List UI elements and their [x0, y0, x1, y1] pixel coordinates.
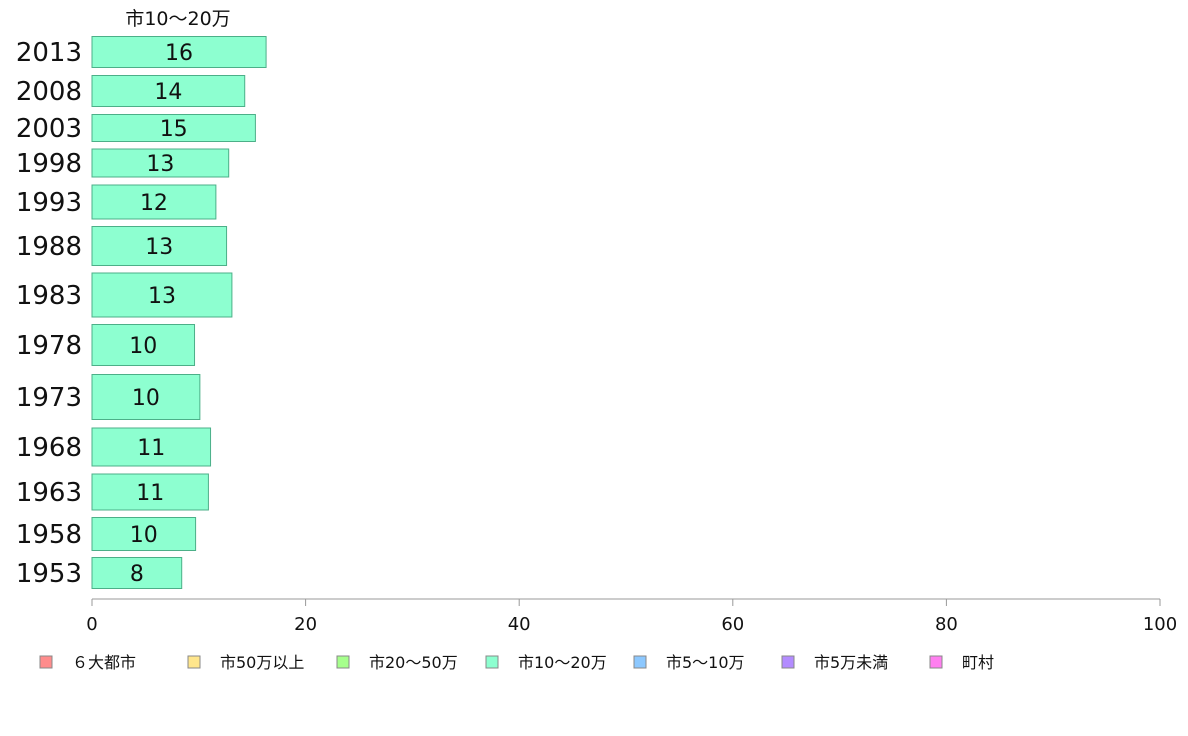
- year-label-1958: 1958: [16, 520, 82, 550]
- year-label-1973: 1973: [16, 383, 82, 413]
- year-label-2008: 2008: [16, 77, 82, 107]
- legend-swatch-1: [187, 655, 201, 669]
- x-tick-label-40: 40: [508, 614, 531, 635]
- legend-label-0: ６大都市: [72, 653, 136, 672]
- x-tick-label-100: 100: [1143, 614, 1177, 635]
- year-label-1978: 1978: [16, 331, 82, 361]
- bar-value-label-1988: 13: [145, 235, 173, 260]
- legend-swatch-2: [336, 655, 350, 669]
- year-label-1983: 1983: [16, 281, 82, 311]
- bar-value-label-2008: 14: [154, 80, 182, 105]
- year-label-1993: 1993: [16, 188, 82, 218]
- bar-1963: [91, 473, 209, 511]
- legend-swatch-5: [781, 655, 795, 669]
- legend-swatch-6: [929, 655, 943, 669]
- legend-swatch-0: [39, 655, 53, 669]
- year-label-1953: 1953: [16, 559, 82, 589]
- bar-2003: [91, 114, 256, 142]
- year-label-1968: 1968: [16, 433, 82, 463]
- bar-1968: [91, 427, 212, 467]
- x-axis: 0 20 40 60 80 100: [86, 598, 1177, 635]
- bar-1993: [91, 184, 217, 220]
- bar-1973: [91, 374, 201, 420]
- legend-swatch-4: [633, 655, 647, 669]
- year-label-1988: 1988: [16, 232, 82, 262]
- bar-value-label-1993: 12: [140, 191, 168, 216]
- bars-group: 2013 16 2008 14 2003 15 1998 13 1993 12 1988 13 1983…: [16, 36, 267, 589]
- legend-label-6: 町村: [962, 653, 994, 672]
- x-tick-label-0: 0: [86, 614, 97, 635]
- year-label-1998: 1998: [16, 149, 82, 179]
- legend: ６大都市 市50万以上 市20～50万 市10～20万 市5～10万 市5万未満 町村: [39, 653, 994, 672]
- bar-value-label-1958: 10: [130, 523, 158, 548]
- year-label-2013: 2013: [16, 38, 82, 68]
- bar-1988: [91, 226, 228, 266]
- bar-value-label-1968: 11: [137, 436, 165, 461]
- bar-value-label-2003: 15: [160, 117, 188, 142]
- bar-1998: [91, 148, 230, 178]
- year-label-2003: 2003: [16, 114, 82, 144]
- bar-value-label-1978: 10: [129, 334, 157, 359]
- legend-label-2: 市20～50万: [369, 653, 458, 672]
- x-tick-label-80: 80: [935, 614, 958, 635]
- bar-1983: [91, 272, 233, 318]
- legend-swatch-3: [485, 655, 499, 669]
- legend-label-5: 市5万未満: [814, 653, 888, 672]
- x-tick-label-20: 20: [294, 614, 317, 635]
- series-title: 市10～20万: [125, 8, 230, 30]
- bar-1958: [91, 517, 197, 551]
- legend-label-3: 市10～20万: [518, 653, 607, 672]
- bar-value-label-1973: 10: [132, 386, 160, 411]
- bar-value-label-1983: 13: [148, 284, 176, 309]
- legend-label-1: 市50万以上: [220, 653, 304, 672]
- bar-value-label-1998: 13: [146, 152, 174, 177]
- bar-2008: [91, 75, 246, 107]
- bar-value-label-1953: 8: [130, 562, 144, 587]
- bar-value-label-2013: 16: [165, 41, 193, 66]
- year-label-1963: 1963: [16, 478, 82, 508]
- bar-1978: [91, 324, 196, 366]
- bar-2013: [91, 36, 267, 68]
- bar-value-label-1963: 11: [136, 481, 164, 506]
- legend-label-4: 市5～10万: [666, 653, 745, 672]
- bar-1953: [91, 557, 183, 589]
- x-tick-label-60: 60: [721, 614, 744, 635]
